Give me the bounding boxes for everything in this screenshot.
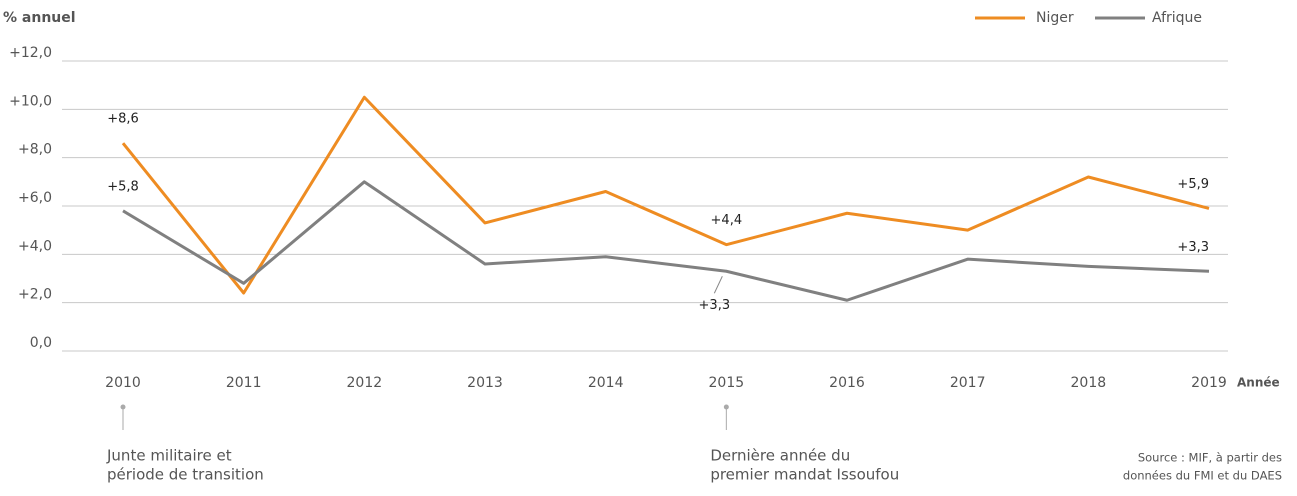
y-tick-label: +10,0 [9, 93, 52, 109]
data-label: +3,3 [1177, 240, 1209, 255]
y-tick-label: +6,0 [18, 190, 52, 206]
y-tick-label: +12,0 [9, 45, 52, 61]
y-tick-label: +8,0 [18, 142, 52, 158]
source: données du FMI et du DAES [1123, 469, 1282, 483]
annotation-text: période de transition [107, 466, 264, 484]
data-label: +4,4 [711, 213, 743, 228]
y-tick-label: +4,0 [18, 238, 52, 254]
data-label: +5,9 [1177, 177, 1209, 192]
y-tick-label: +2,0 [18, 287, 52, 303]
x-tick-label: 2011 [226, 375, 262, 391]
x-tick-label: 2012 [347, 375, 383, 391]
x-tick-label: 2018 [1071, 375, 1107, 391]
y-tick-label: 0,0 [30, 335, 52, 351]
annotation-text: Dernière année du [710, 447, 850, 465]
data-label: +8,6 [107, 112, 139, 127]
x-tick-label: 2014 [588, 375, 624, 391]
legend-label: Niger [1036, 10, 1074, 26]
x-tick-label: 2016 [829, 375, 865, 391]
series-line [121, 95, 1210, 295]
x-tick-label: 2015 [709, 375, 745, 391]
y-axis-label: % annuel [3, 10, 76, 26]
annotation-text: premier mandat Issoufou [710, 466, 899, 484]
legend-label: Afrique [1152, 10, 1202, 26]
x-tick-label: 2017 [950, 375, 986, 391]
data-label: +3,3 [699, 298, 731, 313]
annotation-text: Junte militaire et [106, 447, 232, 465]
source: Source : MIF, à partir des [1138, 451, 1282, 465]
series-line [122, 180, 1210, 302]
data-label: +5,8 [107, 179, 139, 194]
label-leader [713, 276, 723, 294]
x-tick-label: 2019 [1191, 375, 1227, 391]
x-tick-label: 2013 [467, 375, 503, 391]
x-tick-label: 2010 [105, 375, 141, 391]
x-axis-label: Année [1237, 376, 1280, 390]
